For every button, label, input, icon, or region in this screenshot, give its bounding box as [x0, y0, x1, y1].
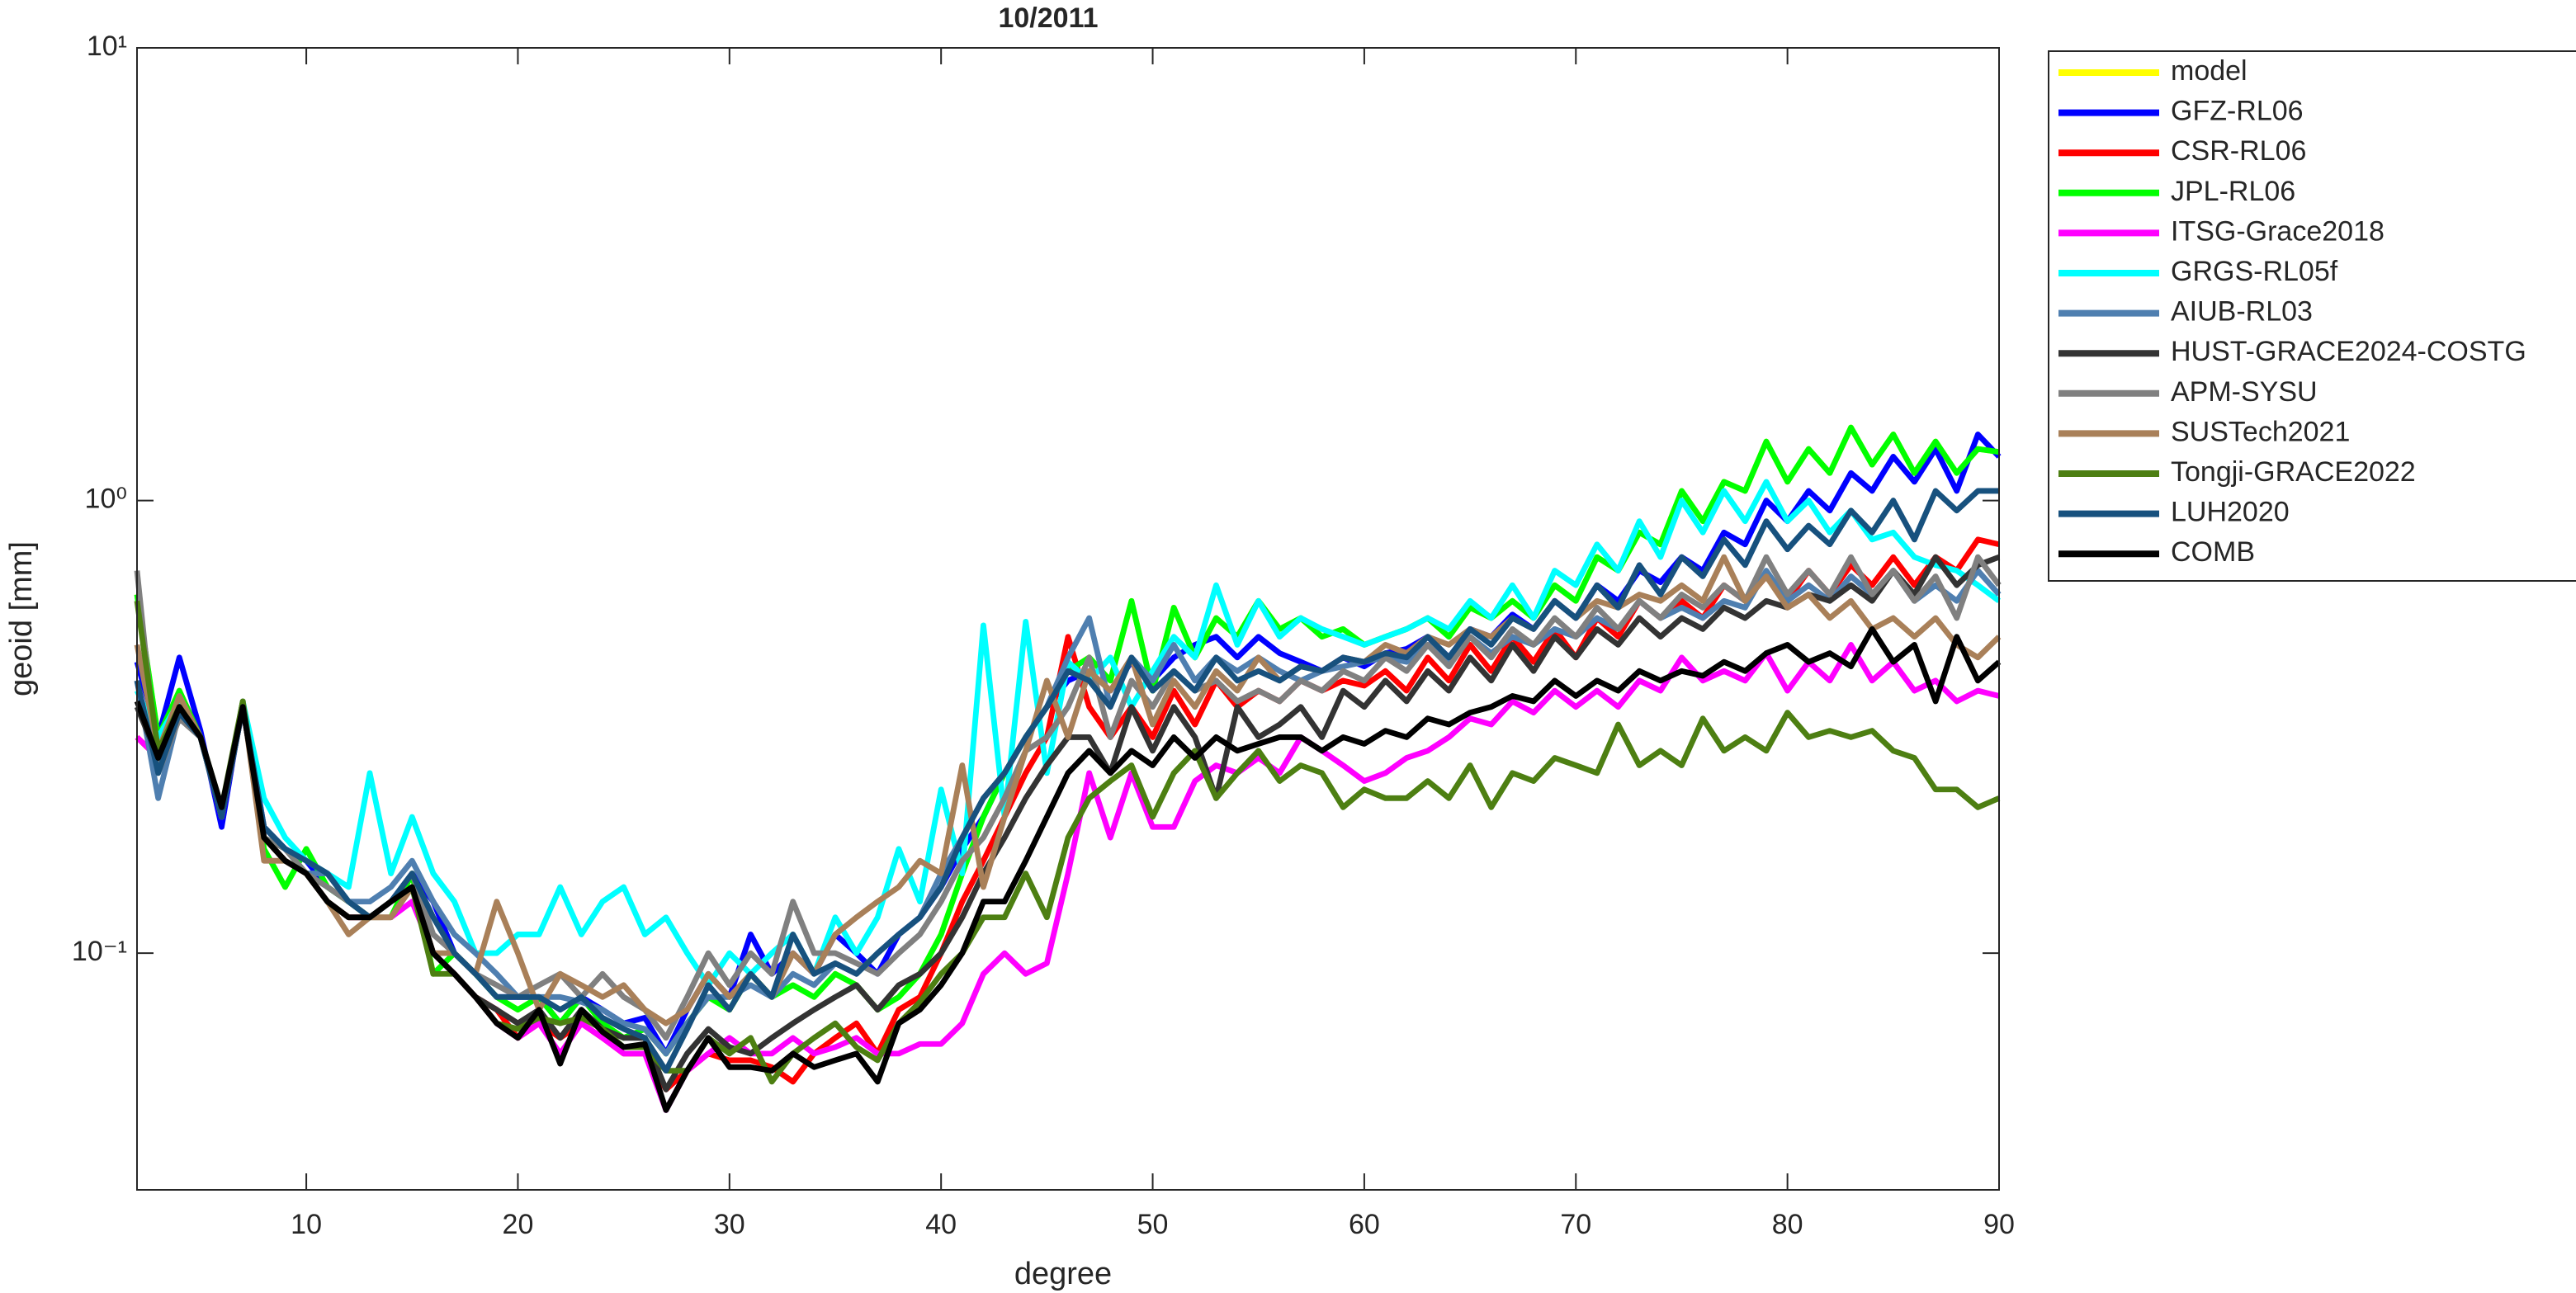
plot-area [134, 424, 2002, 1113]
y-axis-label: geoid [mm] [4, 541, 39, 696]
series-line [134, 600, 2001, 1085]
legend-label: Tongji-GRACE2022 [2171, 456, 2416, 488]
series-line [134, 488, 1999, 1074]
y-tick-label: 10¹ [87, 31, 127, 62]
legend-label: HUST-GRACE2024-COSTG [2171, 336, 2526, 367]
legend-label: SUSTech2021 [2171, 416, 2350, 447]
x-tick-label: 10 [291, 1209, 322, 1240]
series-line [134, 554, 2002, 1026]
series-line [134, 568, 2002, 1057]
legend-label: model [2171, 55, 2248, 87]
legend-label: CSR-RL06 [2171, 135, 2306, 167]
legend-label: ITSG-Grace2018 [2171, 215, 2385, 247]
legend-label: APM-SYSU [2171, 376, 2318, 408]
legend-label: AIUB-RL03 [2171, 296, 2313, 328]
y-tick-label: 10⁰ [85, 484, 127, 515]
x-tick-label: 20 [503, 1209, 534, 1240]
x-tick-label: 80 [1772, 1209, 1803, 1240]
x-tick-label: 90 [1983, 1209, 2015, 1240]
x-tick-label: 50 [1137, 1209, 1169, 1240]
series-line [134, 554, 2002, 1041]
legend-label: JPL-RL06 [2171, 176, 2295, 207]
legend-label: GFZ-RL06 [2171, 96, 2304, 127]
x-tick-label: 40 [925, 1209, 957, 1240]
x-tick-label: 60 [1349, 1209, 1380, 1240]
legend-label: GRGS-RL05f [2171, 256, 2338, 287]
axes-box [136, 47, 2000, 1191]
x-tick-label: 70 [1560, 1209, 1591, 1240]
chart-title: 10/2011 [998, 2, 1098, 34]
x-tick-label: 30 [714, 1209, 745, 1240]
series-line [134, 625, 2002, 1113]
x-axis-label: degree [1014, 1257, 1112, 1291]
y-tick-label: 10⁻¹ [72, 936, 127, 967]
legend-label: LUH2020 [2171, 497, 2290, 528]
legend-label: COMB [2171, 536, 2255, 568]
